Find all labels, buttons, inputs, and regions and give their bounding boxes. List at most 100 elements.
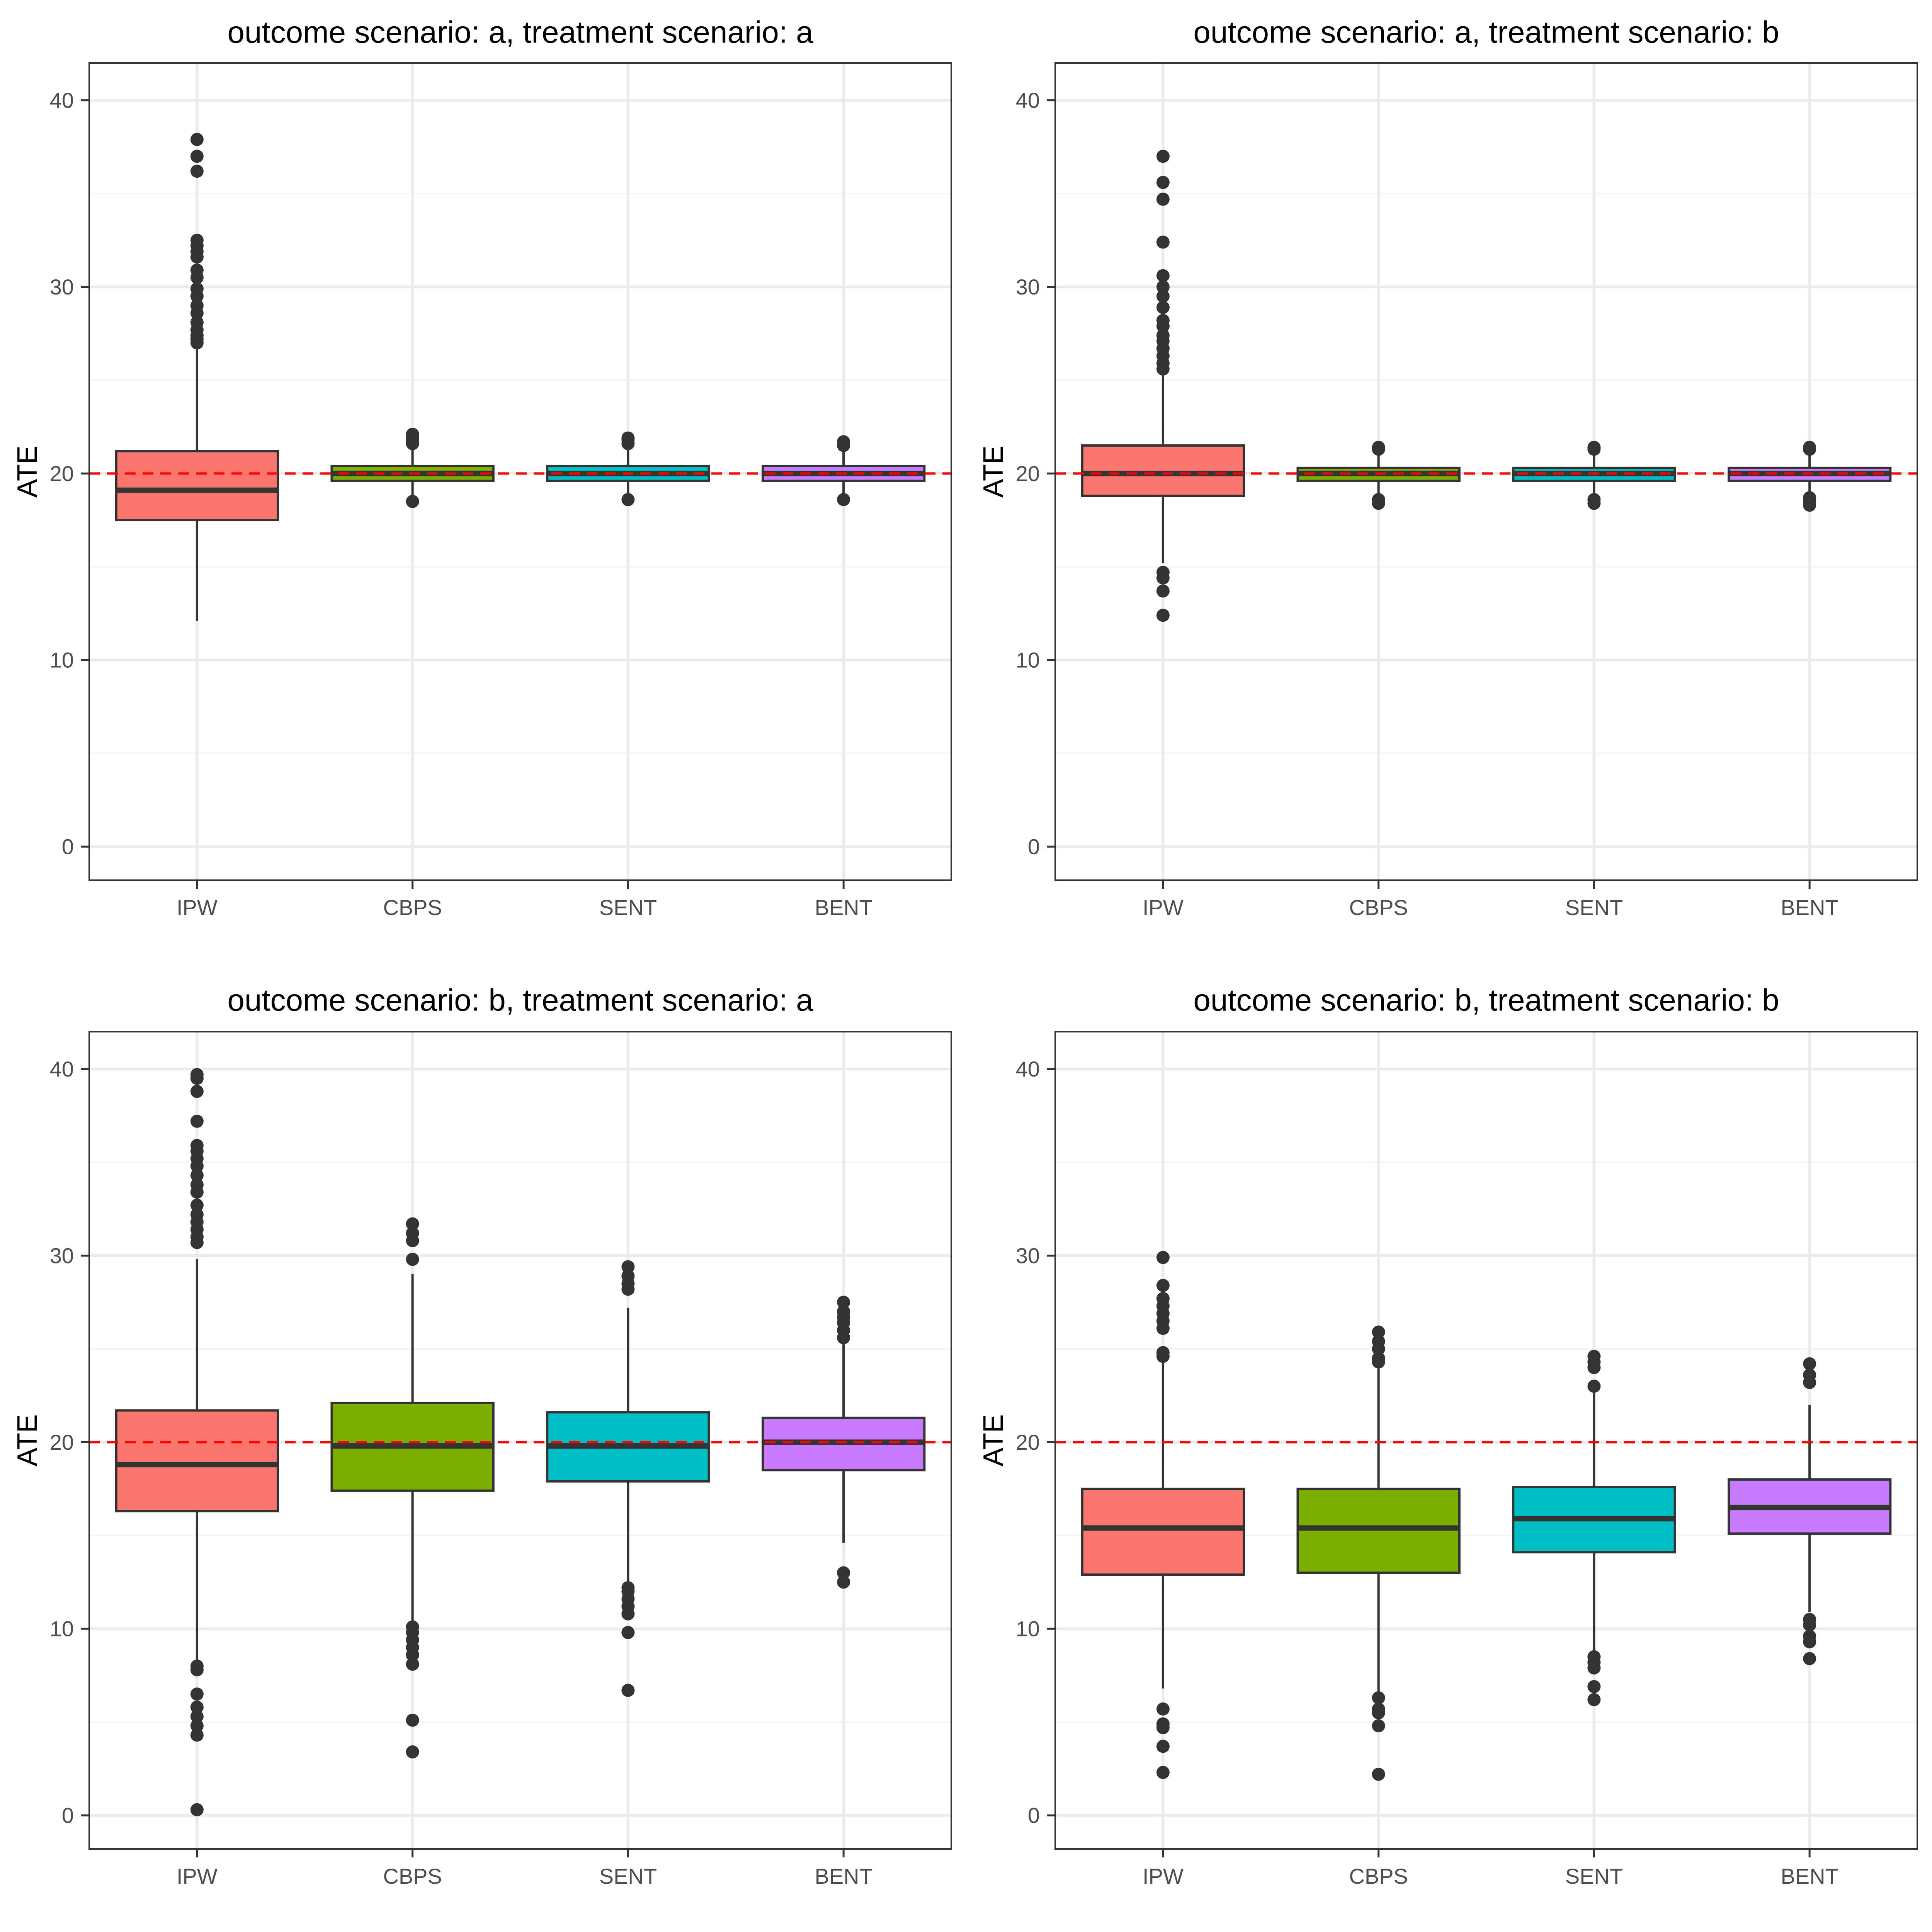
panel-3-ipw-outlier: [190, 1114, 204, 1128]
panel-2-ipw-outlier: [1156, 192, 1170, 206]
panel-1-x-tick-label-ipw: IPW: [177, 895, 218, 920]
panel-2-bent-outlier: [1803, 491, 1816, 505]
panel-3-bent-outlier: [837, 1305, 850, 1318]
panel-3-cbps-outlier: [406, 1253, 419, 1266]
panel-4-sent-outlier: [1587, 1680, 1601, 1693]
panel-4-cbps-outlier: [1372, 1335, 1385, 1348]
panel-3-x-tick-label-ipw: IPW: [177, 1864, 218, 1888]
panel-4-background: [1055, 1032, 1917, 1849]
panel-2-x-tick-label-ipw: IPW: [1143, 895, 1184, 920]
panel-3-cbps-outlier: [406, 1745, 419, 1759]
panel-4-ipw-outlier: [1156, 1717, 1170, 1731]
panel-1-ipw-outlier: [190, 150, 204, 163]
panel-1-ipw-outlier: [190, 165, 204, 178]
panel-3-ipw-outlier: [190, 1178, 204, 1191]
panel-2-y-tick-label: 30: [1016, 275, 1040, 299]
panel-4-ipw-outlier: [1156, 1740, 1170, 1753]
panel-2-ipw-outlier: [1156, 329, 1170, 342]
panel-2-cbps-outlier: [1372, 440, 1385, 454]
panel-4-bent-outlier: [1803, 1368, 1816, 1382]
panel-3-x-tick-label-sent: SENT: [599, 1864, 657, 1888]
panel-2-y-tick-label: 0: [1028, 835, 1040, 859]
panel-3-x-tick-label-bent: BENT: [815, 1864, 872, 1888]
panel-3-title: outcome scenario: b, treatment scenario:…: [227, 983, 813, 1017]
panel-4-ipw-outlier: [1156, 1279, 1170, 1292]
panel-4-ipw-box: [1081, 1488, 1245, 1576]
panel-4-ipw-outlier: [1156, 1251, 1170, 1264]
panel-3-cbps-outlier: [406, 1657, 419, 1671]
panel-2-sent-outlier: [1587, 440, 1601, 454]
panel-4-x-tick-label-sent: SENT: [1565, 1864, 1623, 1888]
panel-4-bent-outlier: [1803, 1629, 1816, 1643]
panel-4-cbps-outlier: [1372, 1325, 1385, 1339]
panel-3-ipw-outlier: [190, 1208, 204, 1221]
panel-2-y-tick-label: 20: [1016, 461, 1040, 486]
panel-2-sent-outlier: [1587, 493, 1601, 506]
panel-4-x-tick-label-cbps: CBPS: [1349, 1864, 1408, 1888]
panel-2-ipw-outlier: [1156, 566, 1170, 579]
panel-4-y-axis-label: ATE: [978, 1414, 1009, 1466]
panel-2-ipw-outlier: [1156, 176, 1170, 189]
panel-4-y-tick-label: 10: [1016, 1617, 1040, 1641]
panel-3-ipw-outlier: [190, 1710, 204, 1723]
panel-1-y-axis-label: ATE: [12, 446, 43, 498]
panel-3-ipw-outlier: [190, 1085, 204, 1098]
panel-2-ipw-outlier: [1156, 609, 1170, 622]
panel-3-ipw-outlier: [190, 1199, 204, 1212]
panel-1-y-tick-label: 20: [50, 461, 74, 486]
panel-1-ipw-outlier: [190, 316, 204, 329]
panel-4-cbps-outlier: [1372, 1702, 1385, 1716]
panel-3-sent-outlier: [621, 1581, 635, 1594]
panel-1-sent-outlier: [621, 431, 635, 445]
panel-2-ipw-box: [1081, 444, 1245, 497]
panel-1-y-tick-label: 40: [50, 88, 74, 112]
panel-4-x-tick-label-ipw: IPW: [1143, 1864, 1184, 1888]
panel-3-ipw-outlier: [190, 1687, 204, 1701]
panel-1-ipw-box: [115, 450, 279, 522]
panel-3-cbps-outlier: [406, 1217, 419, 1231]
panel-2-cbps-outlier: [1372, 493, 1385, 506]
panel-4-y-tick-label: 30: [1016, 1243, 1040, 1268]
panel-4-cbps-box: [1296, 1488, 1461, 1574]
panel-3-y-tick-label: 20: [50, 1430, 74, 1454]
panel-2-y-tick-label: 40: [1016, 88, 1040, 112]
panel-4-y-tick-label: 20: [1016, 1430, 1040, 1454]
panel-1-ipw-outlier: [190, 263, 204, 277]
panel-3-bent-outlier: [837, 1566, 850, 1580]
panel-4-bent-outlier: [1803, 1652, 1816, 1665]
panel-3-cbps-outlier: [406, 1620, 419, 1634]
panel-2-x-tick-label-bent: BENT: [1781, 895, 1838, 920]
panel-3-ipw-outlier: [190, 1701, 204, 1714]
panel-1-y-tick-label: 10: [50, 648, 74, 672]
panel-3-y-tick-label: 40: [50, 1057, 74, 1081]
panel-4-ipw-outlier: [1156, 1292, 1170, 1305]
panel-4-bent-outlier: [1803, 1613, 1816, 1626]
panel-3-ipw-outlier: [190, 1068, 204, 1082]
panel-1-ipw-outlier: [190, 299, 204, 312]
panel-3-ipw-outlier: [190, 1168, 204, 1182]
panel-3-sent-outlier: [621, 1626, 635, 1639]
panel-4-bent-outlier: [1803, 1357, 1816, 1371]
panel-3-cbps-outlier: [406, 1713, 419, 1727]
panel-1-border: [88, 62, 952, 881]
panel-4-border: [1054, 1031, 1918, 1850]
panel-3-y-tick-label: 10: [50, 1617, 74, 1641]
panel-4-y-tick-label: 40: [1016, 1057, 1040, 1081]
panel-4-cbps-outlier: [1372, 1352, 1385, 1365]
panel-2-bent-outlier: [1803, 440, 1816, 454]
panel-1-title: outcome scenario: a, treatment scenario:…: [227, 15, 813, 49]
panel-2-ipw-outlier: [1156, 314, 1170, 327]
panel-1-x-tick-label-bent: BENT: [815, 895, 872, 920]
panel-4-sent-outlier: [1587, 1379, 1601, 1393]
panel-3-y-axis-label: ATE: [12, 1414, 43, 1466]
panel-2-x-tick-label-sent: SENT: [1565, 895, 1623, 920]
panel-2-ipw-outlier: [1156, 269, 1170, 282]
panel-2-ipw-outlier: [1156, 150, 1170, 163]
panel-3-y-tick-label: 30: [50, 1243, 74, 1268]
panel-1-bent-outlier: [837, 493, 850, 506]
panel-4-cbps-outlier: [1372, 1719, 1385, 1733]
panel-2-y-tick-label: 10: [1016, 648, 1040, 672]
panel-3-ipw-outlier: [190, 1719, 204, 1733]
panel-3-bent-outlier: [837, 1296, 850, 1309]
